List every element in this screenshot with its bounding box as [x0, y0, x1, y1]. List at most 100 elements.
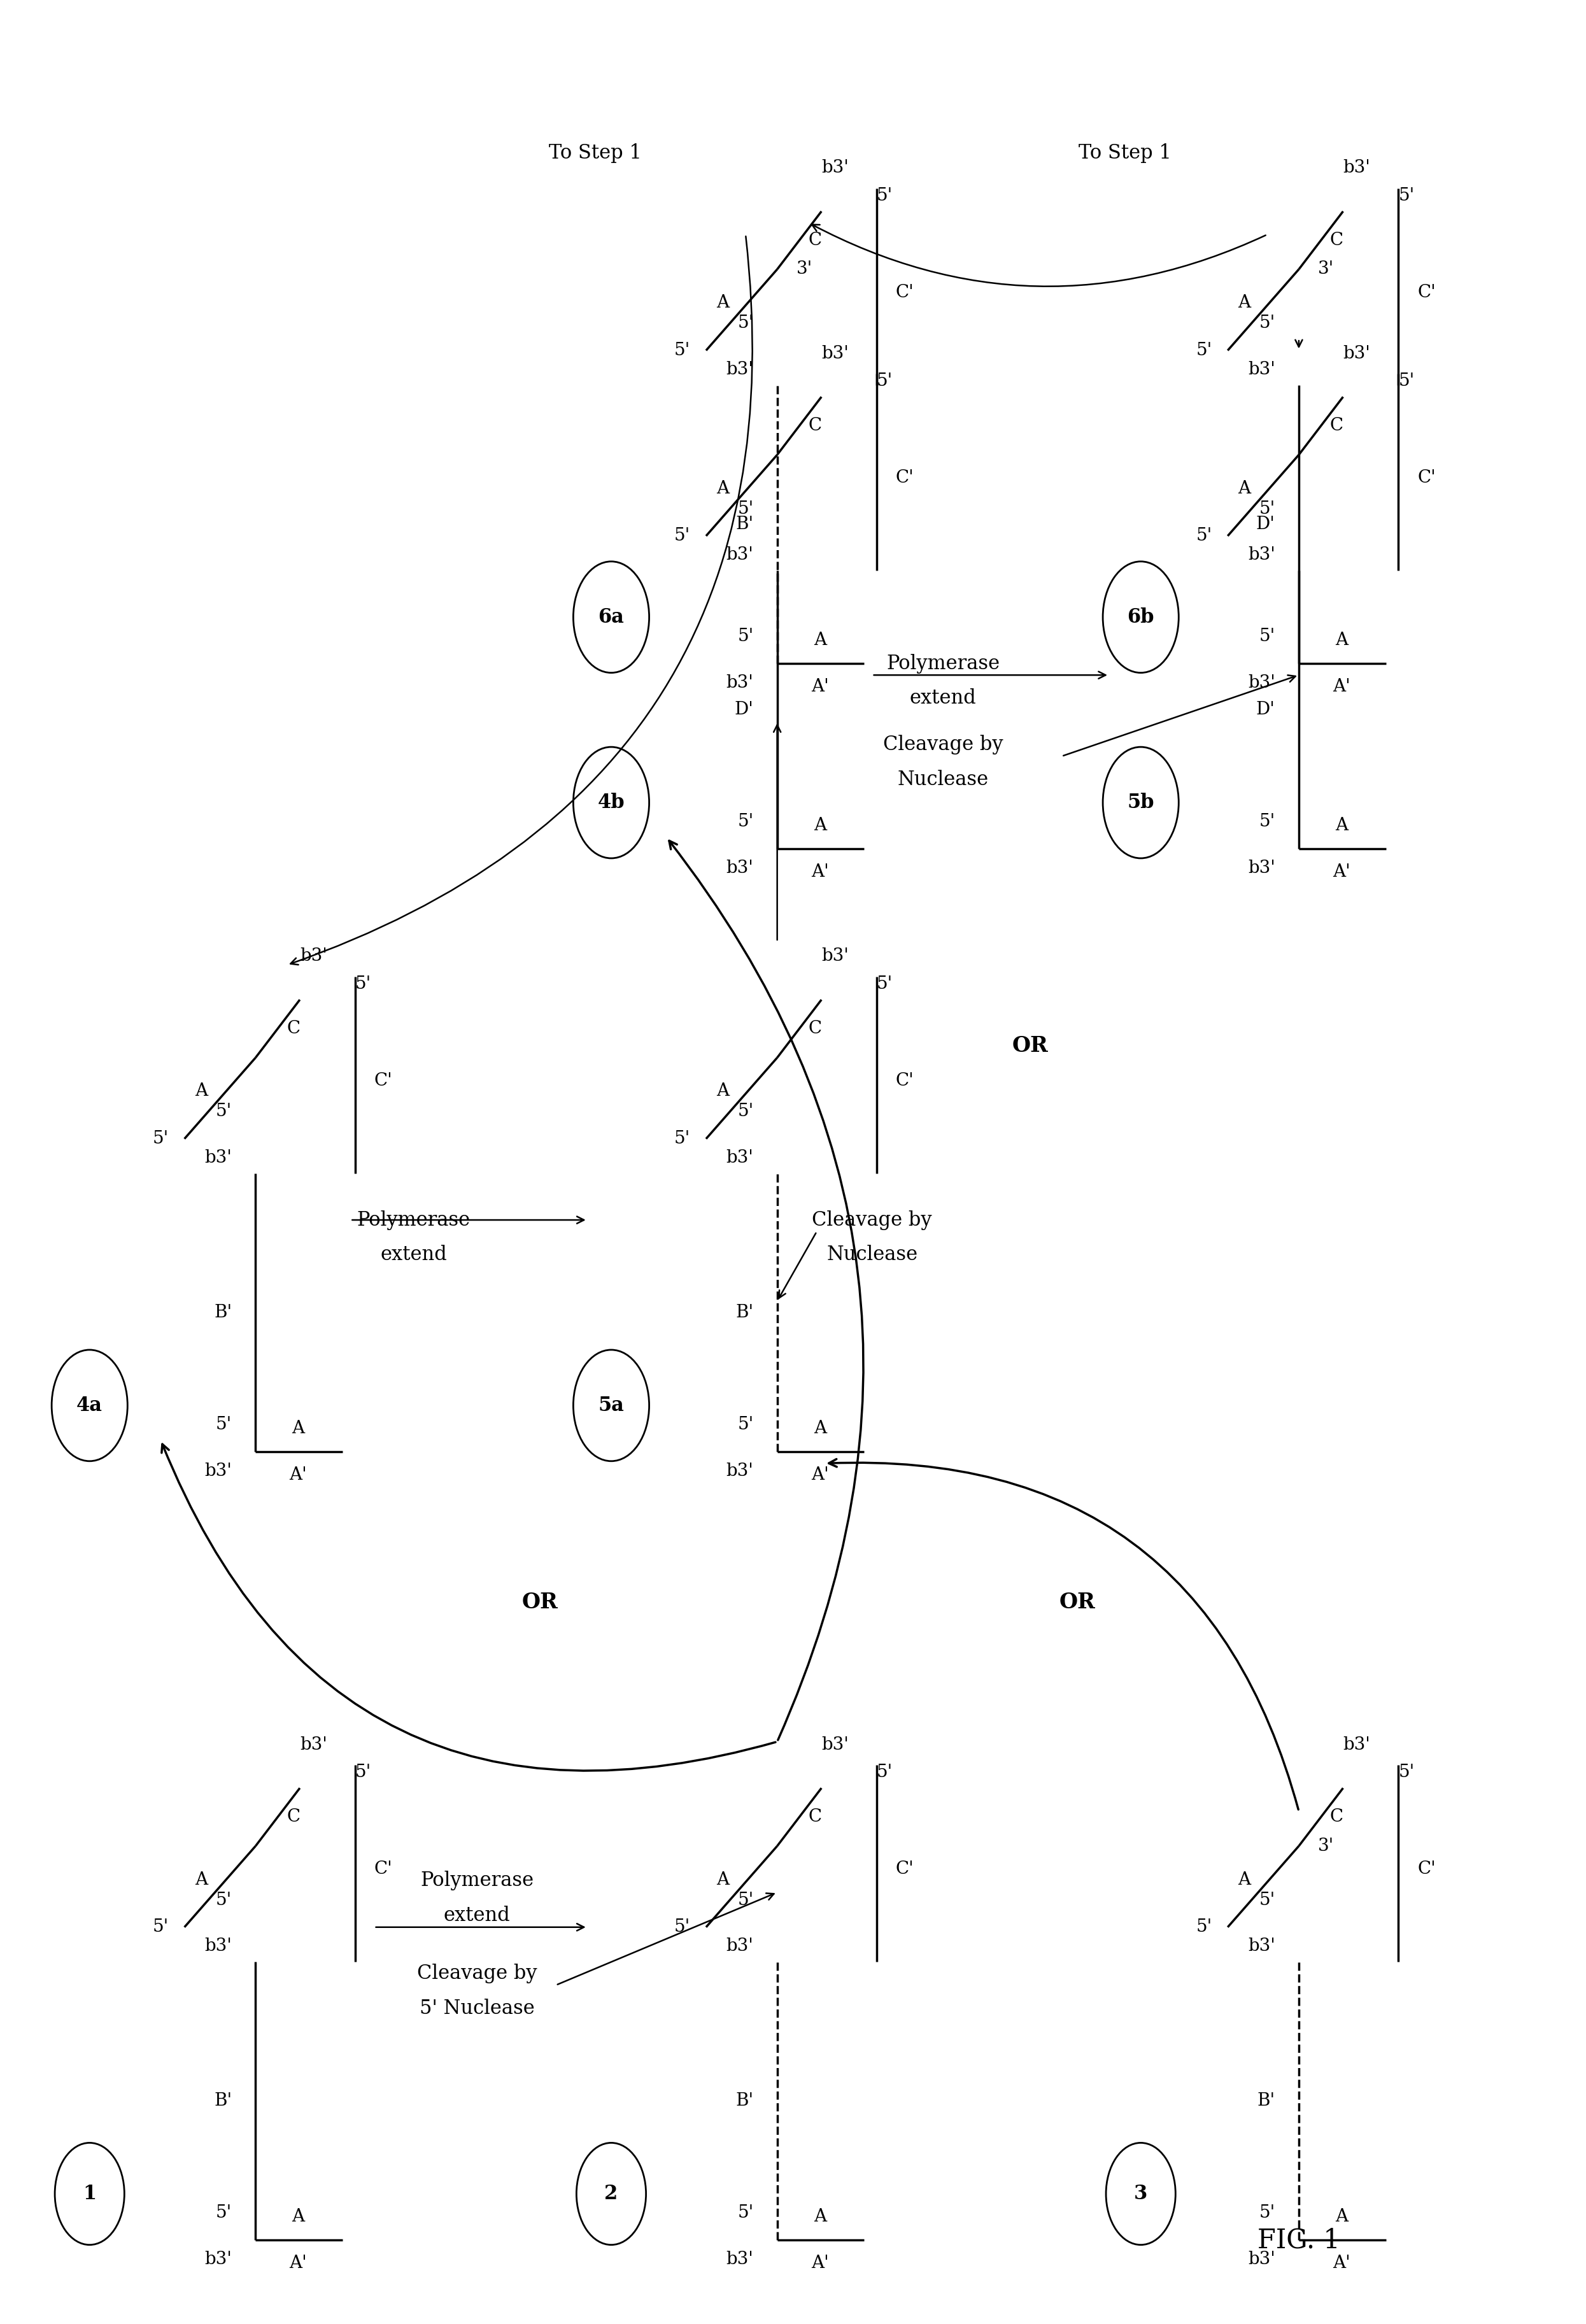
Text: b3': b3' — [1343, 344, 1370, 363]
Text: b3': b3' — [726, 860, 753, 876]
Text: B': B' — [214, 2092, 232, 2110]
Text: A': A' — [810, 865, 829, 881]
Text: 5': 5' — [1399, 188, 1415, 205]
Text: A: A — [1239, 479, 1251, 497]
Text: C: C — [809, 232, 822, 249]
Text: 3': 3' — [1318, 260, 1334, 279]
Text: 5': 5' — [737, 2205, 753, 2222]
Text: b3': b3' — [1248, 360, 1275, 379]
Text: 5': 5' — [674, 1129, 690, 1148]
Text: b3': b3' — [822, 344, 849, 363]
Text: A: A — [717, 1871, 730, 1887]
Text: To Step 1: To Step 1 — [1078, 144, 1172, 163]
Text: 5': 5' — [1196, 342, 1212, 358]
Text: 5': 5' — [1399, 1764, 1415, 1780]
Text: 5': 5' — [737, 813, 753, 830]
Text: 5': 5' — [1259, 1892, 1275, 1908]
Text: C: C — [287, 1808, 300, 1827]
Text: A: A — [1239, 1871, 1251, 1887]
Text: A: A — [814, 2208, 826, 2226]
Text: 5': 5' — [1196, 528, 1212, 544]
Text: C': C' — [896, 469, 914, 486]
Text: 5b: 5b — [1128, 792, 1155, 813]
Text: C': C' — [896, 284, 914, 302]
Text: b3': b3' — [822, 160, 849, 177]
Text: Cleavage by: Cleavage by — [812, 1211, 933, 1229]
Text: D': D' — [734, 702, 753, 718]
Text: FIG. 1: FIG. 1 — [1258, 2226, 1340, 2254]
Text: A': A' — [1332, 679, 1350, 695]
Text: C: C — [809, 1808, 822, 1827]
Text: b3': b3' — [726, 1462, 753, 1480]
Text: A: A — [717, 1083, 730, 1099]
Text: Polymerase: Polymerase — [420, 1871, 533, 1892]
Text: C: C — [287, 1020, 300, 1037]
Text: b3': b3' — [205, 1938, 232, 1954]
Text: 6b: 6b — [1128, 607, 1155, 627]
Text: 5': 5' — [1259, 627, 1275, 646]
Text: 2: 2 — [604, 2185, 619, 2203]
Text: D': D' — [1256, 516, 1275, 532]
Text: b3': b3' — [205, 1462, 232, 1480]
Text: A: A — [292, 2208, 305, 2226]
Text: A: A — [717, 479, 730, 497]
Text: 5': 5' — [737, 314, 753, 332]
Text: b3': b3' — [205, 1150, 232, 1167]
Text: b3': b3' — [822, 948, 849, 964]
Text: 5': 5' — [674, 342, 690, 358]
Text: A: A — [195, 1871, 208, 1887]
Text: b3': b3' — [300, 1736, 327, 1752]
Text: 5': 5' — [877, 372, 893, 390]
Text: Polymerase: Polymerase — [357, 1211, 471, 1229]
Text: b3': b3' — [1248, 674, 1275, 690]
Text: extend: extend — [381, 1246, 447, 1264]
Text: C: C — [1331, 232, 1343, 249]
Text: C': C' — [1418, 284, 1435, 302]
Text: C: C — [809, 1020, 822, 1037]
Text: extend: extend — [910, 688, 977, 709]
Text: 5a: 5a — [598, 1397, 625, 1415]
Text: C': C' — [1418, 469, 1435, 486]
Text: A: A — [814, 1420, 826, 1436]
Text: 5': 5' — [877, 976, 893, 992]
Text: D': D' — [1256, 702, 1275, 718]
Text: 5': 5' — [1399, 372, 1415, 390]
Text: A: A — [1335, 818, 1348, 834]
Text: 5': 5' — [216, 1104, 232, 1120]
Text: b3': b3' — [726, 360, 753, 379]
Text: C': C' — [896, 1071, 914, 1090]
Text: 5': 5' — [1259, 2205, 1275, 2222]
Text: C: C — [809, 418, 822, 435]
Text: C: C — [1331, 418, 1343, 435]
Text: b3': b3' — [726, 1150, 753, 1167]
Text: C': C' — [374, 1071, 392, 1090]
Text: 5': 5' — [737, 627, 753, 646]
Text: 5': 5' — [877, 188, 893, 205]
Text: 5': 5' — [1259, 314, 1275, 332]
Text: Polymerase: Polymerase — [887, 653, 999, 674]
Text: B': B' — [736, 516, 753, 532]
Text: 6a: 6a — [598, 607, 625, 627]
Text: A: A — [292, 1420, 305, 1436]
Text: A: A — [1335, 632, 1348, 648]
Text: b3': b3' — [726, 1938, 753, 1954]
Text: OR: OR — [1059, 1592, 1096, 1613]
Text: 5': 5' — [216, 1415, 232, 1434]
Text: 3: 3 — [1134, 2185, 1148, 2203]
Text: Cleavage by: Cleavage by — [417, 1964, 538, 1982]
Text: 5': 5' — [1259, 500, 1275, 518]
Text: 5': 5' — [674, 1920, 690, 1936]
Text: 5' Nuclease: 5' Nuclease — [419, 1999, 534, 2017]
Text: b3': b3' — [205, 2252, 232, 2268]
Text: b3': b3' — [726, 674, 753, 690]
Text: b3': b3' — [1248, 1938, 1275, 1954]
Text: B': B' — [736, 1304, 753, 1322]
Text: OR: OR — [522, 1592, 558, 1613]
Text: C': C' — [896, 1862, 914, 1878]
Text: A': A' — [289, 2254, 308, 2273]
Text: OR: OR — [1012, 1037, 1048, 1057]
Text: A: A — [195, 1083, 208, 1099]
Text: 5': 5' — [877, 1764, 893, 1780]
Text: 3': 3' — [1318, 1838, 1334, 1855]
Text: A': A' — [810, 1466, 829, 1483]
